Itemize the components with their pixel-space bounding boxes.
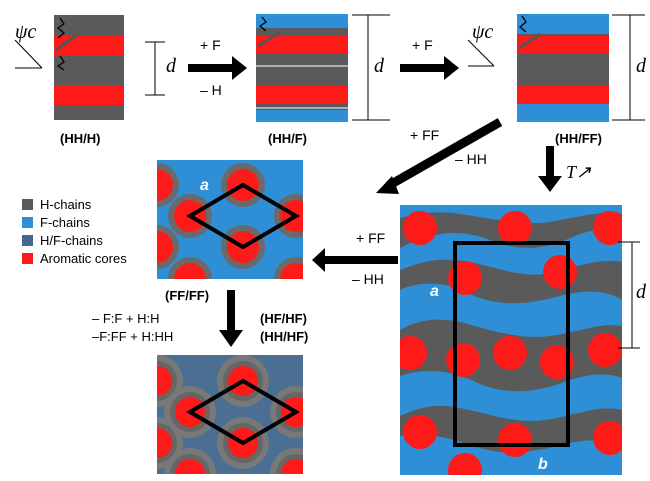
minus-hh-label: – HH xyxy=(352,271,384,287)
hh-hf-label: (HH/HF) xyxy=(260,329,308,344)
temperature-label: T↗ xyxy=(566,162,592,182)
plus-f-label: + F xyxy=(412,37,433,53)
arrow-left-icon xyxy=(312,248,398,272)
exchange-label-2: –F:FF + H:HH xyxy=(92,329,173,344)
molecule-squiggle-icon xyxy=(56,17,66,39)
tilt-angle-label: ψc xyxy=(472,21,493,43)
unit-cell-rhombus xyxy=(186,378,300,446)
hh-ff-fluoro-layer-bottom xyxy=(517,104,609,122)
arrow-right-icon xyxy=(188,56,247,80)
tilt-axis-line xyxy=(467,39,495,67)
lattice-a-label: a xyxy=(200,177,209,194)
panel-rectangular-lattice: a b d xyxy=(400,205,647,475)
hh-f-aromatic-layer-1 xyxy=(256,36,348,54)
d-label: d xyxy=(636,55,647,77)
panel-hh-ff: ψc d (HH/FF) xyxy=(467,14,647,146)
legend-swatch-aromatic xyxy=(22,253,33,264)
legend-label-f-chains: F-chains xyxy=(40,215,90,230)
hh-f-aromatic-layer-2 xyxy=(256,86,348,104)
minus-hh-label: – HH xyxy=(455,151,487,167)
arrow-shaft xyxy=(385,118,503,190)
hh-ff-fluoro-layer-top xyxy=(517,14,609,34)
lattice-a-label: a xyxy=(430,283,439,300)
legend-swatch-hf-chains xyxy=(22,235,33,246)
panel-hh-h: ψc d (HH/H) xyxy=(14,15,177,146)
legend-swatch-f-chains xyxy=(22,217,33,228)
plus-f-label: + F xyxy=(200,37,221,53)
minus-h-label: – H xyxy=(200,82,222,98)
tilt-angle-label: ψc xyxy=(15,21,36,43)
panel-hh-f: d (HH/F) xyxy=(256,14,390,146)
hh-h-aromatic-layer-2 xyxy=(54,85,124,105)
panel-ff-ff: a (FF/FF) xyxy=(157,160,303,303)
plus-ff-label: + FF xyxy=(410,127,439,143)
hh-ff-label: (HH/FF) xyxy=(555,131,602,146)
hh-f-label: (HH/F) xyxy=(268,131,307,146)
arrow-temperature-down: T↗ xyxy=(538,146,592,192)
arrow-head-icon xyxy=(376,176,399,194)
exchange-label-1: – F:F + H:H xyxy=(92,311,160,326)
d-label: d xyxy=(636,281,647,303)
tilted-molecule-icon xyxy=(55,32,79,52)
hh-f-layer-stack xyxy=(256,14,348,122)
hh-ff-aromatic-layer-2 xyxy=(517,86,609,104)
d-label: d xyxy=(374,55,385,77)
hh-h-aromatic-layer-1 xyxy=(54,36,124,56)
d-label: d xyxy=(166,55,177,77)
ff-ff-label: (FF/FF) xyxy=(165,288,209,303)
arrow-right-icon xyxy=(400,56,459,80)
arrow-down-icon xyxy=(538,146,562,192)
legend-label-aromatic: Aromatic cores xyxy=(40,251,127,266)
hh-h-label: (HH/H) xyxy=(60,131,100,146)
tilted-molecule-icon xyxy=(257,30,281,48)
molecule-squiggle-icon xyxy=(258,16,267,32)
unit-cell-rectangle xyxy=(453,241,570,447)
ff-ff-cores xyxy=(157,163,303,279)
arrow-down-icon xyxy=(219,290,243,347)
arrow-down-to-hf: – F:F + H:H –F:FF + H:HH (HF/HF) (HH/HF) xyxy=(92,290,308,347)
hh-ff-aromatic-layer-1 xyxy=(517,36,609,54)
plus-ff-label: + FF xyxy=(356,230,385,246)
arrow-plus-ff-diagonal: + FF – HH xyxy=(376,118,503,194)
hh-f-fluoro-layer-bottom xyxy=(256,110,348,122)
tilt-axis-line xyxy=(14,39,43,69)
unit-cell-rhombus xyxy=(186,182,300,250)
arrow-plus-f-1: + F – H xyxy=(188,37,247,98)
hf-hf-label: (HF/HF) xyxy=(260,311,307,326)
legend-swatch-h-chains xyxy=(22,199,33,210)
legend-label-hf-chains: H/F-chains xyxy=(40,233,103,248)
hh-f-fluoro-layer-top xyxy=(256,14,348,28)
legend-label-h-chains: H-chains xyxy=(40,197,92,212)
tilted-molecule-icon xyxy=(518,32,541,50)
molecule-squiggle-icon xyxy=(518,15,527,33)
arrow-plus-ff-left: + FF – HH xyxy=(312,230,398,287)
panel-hf-hf xyxy=(157,355,303,474)
legend: H-chains F-chains H/F-chains Aromatic co… xyxy=(22,197,127,266)
arrow-plus-f-2: + F xyxy=(400,37,459,80)
molecule-squiggle-icon xyxy=(56,55,65,71)
lattice-b-label: b xyxy=(538,456,548,473)
